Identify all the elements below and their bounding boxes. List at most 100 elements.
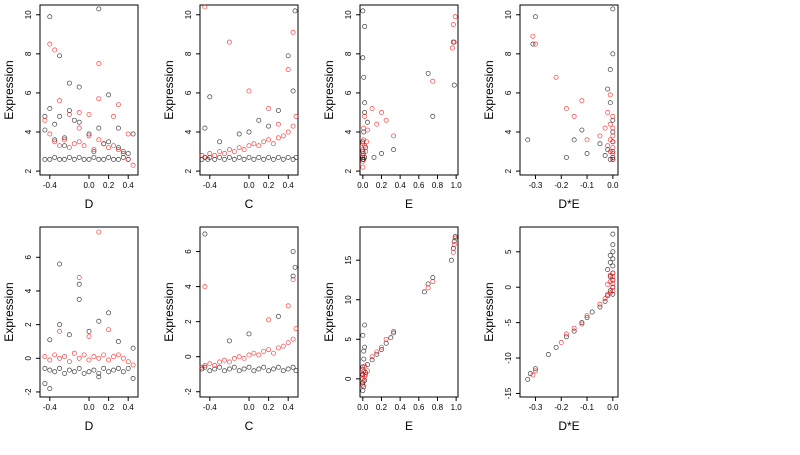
data-point (530, 41, 536, 47)
data-point (71, 117, 77, 123)
y-tick-label: 4 (184, 129, 193, 134)
data-point (226, 366, 232, 372)
data-point (246, 88, 252, 94)
y-tick-label: 8 (184, 51, 193, 56)
data-point (81, 352, 87, 358)
y-tick-label: 8 (24, 51, 33, 56)
data-point (275, 364, 281, 370)
data-point (115, 125, 121, 131)
data-point (563, 334, 569, 340)
data-point (579, 320, 585, 326)
y-tick-label: 0 (504, 284, 513, 289)
y-tick-label: 0 (344, 376, 353, 381)
y-tick-label: 4 (184, 284, 193, 289)
data-point (222, 151, 227, 156)
data-point (212, 363, 218, 368)
data-point (96, 137, 102, 143)
data-point (96, 355, 102, 361)
data-point (365, 119, 370, 125)
data-point (451, 39, 457, 45)
data-point (610, 51, 616, 57)
data-point (57, 355, 63, 361)
data-point (607, 121, 613, 127)
data-point (285, 129, 291, 135)
data-point (607, 92, 613, 98)
data-point (226, 359, 232, 365)
data-point (47, 14, 53, 20)
data-point (115, 352, 121, 358)
data-point (231, 355, 237, 361)
data-point (71, 369, 77, 375)
data-point (86, 133, 92, 139)
data-point (212, 366, 218, 372)
data-point (62, 135, 67, 141)
y-tick-label: 6 (24, 90, 33, 95)
data-point (91, 154, 97, 160)
y-tick-label: 4 (24, 129, 33, 134)
data-point (605, 291, 611, 297)
data-point (106, 310, 112, 316)
data-point (379, 344, 384, 350)
data-point (42, 127, 48, 133)
data-point (266, 137, 272, 143)
data-point (106, 145, 112, 151)
x-tick-label: 0.4 (395, 403, 407, 412)
data-point (101, 156, 107, 162)
data-point (57, 322, 63, 328)
data-point (47, 131, 53, 137)
data-point (241, 147, 247, 153)
data-point (96, 318, 102, 324)
y-tick-label: 15 (344, 255, 353, 264)
data-point (430, 78, 436, 84)
data-point (365, 368, 370, 374)
data-point (62, 354, 67, 360)
data-point (452, 235, 458, 241)
x-tick-label: -0.3 (529, 181, 543, 190)
data-point (421, 289, 427, 295)
data-point (369, 357, 375, 363)
data-point (361, 378, 367, 384)
data-point (361, 348, 367, 354)
data-point (202, 154, 208, 160)
data-point (584, 151, 590, 156)
data-point (212, 153, 218, 158)
data-point (280, 343, 286, 349)
data-point (96, 156, 102, 162)
data-point (115, 156, 121, 162)
x-tick-label: 0.2 (103, 181, 115, 190)
data-point (125, 151, 131, 156)
data-point (605, 281, 611, 287)
data-point (584, 315, 590, 321)
data-point (360, 158, 366, 164)
data-point (256, 143, 262, 149)
y-tick-label: 5 (504, 249, 513, 254)
data-point (101, 365, 107, 371)
data-point (271, 141, 276, 147)
y-tick-label: 5 (344, 337, 353, 342)
data-point (236, 354, 242, 360)
data-point (365, 127, 370, 133)
data-point (106, 154, 112, 160)
data-point (584, 313, 590, 318)
data-point (251, 350, 257, 356)
data-point (106, 357, 112, 363)
data-point (275, 345, 281, 351)
y-tick-label: 2 (184, 319, 193, 324)
data-point (292, 264, 298, 270)
data-point (236, 131, 242, 137)
data-point (86, 156, 92, 162)
data-point (76, 84, 82, 90)
data-point (57, 98, 63, 104)
data-point (96, 96, 102, 102)
data-point (607, 290, 613, 296)
y-tick-label: -10 (504, 352, 513, 364)
data-point (251, 368, 257, 374)
data-point (579, 127, 585, 133)
data-point (280, 156, 286, 162)
data-point (111, 354, 116, 360)
data-point (62, 143, 67, 149)
data-point (605, 143, 611, 149)
data-point (202, 125, 208, 131)
data-point (362, 24, 368, 29)
